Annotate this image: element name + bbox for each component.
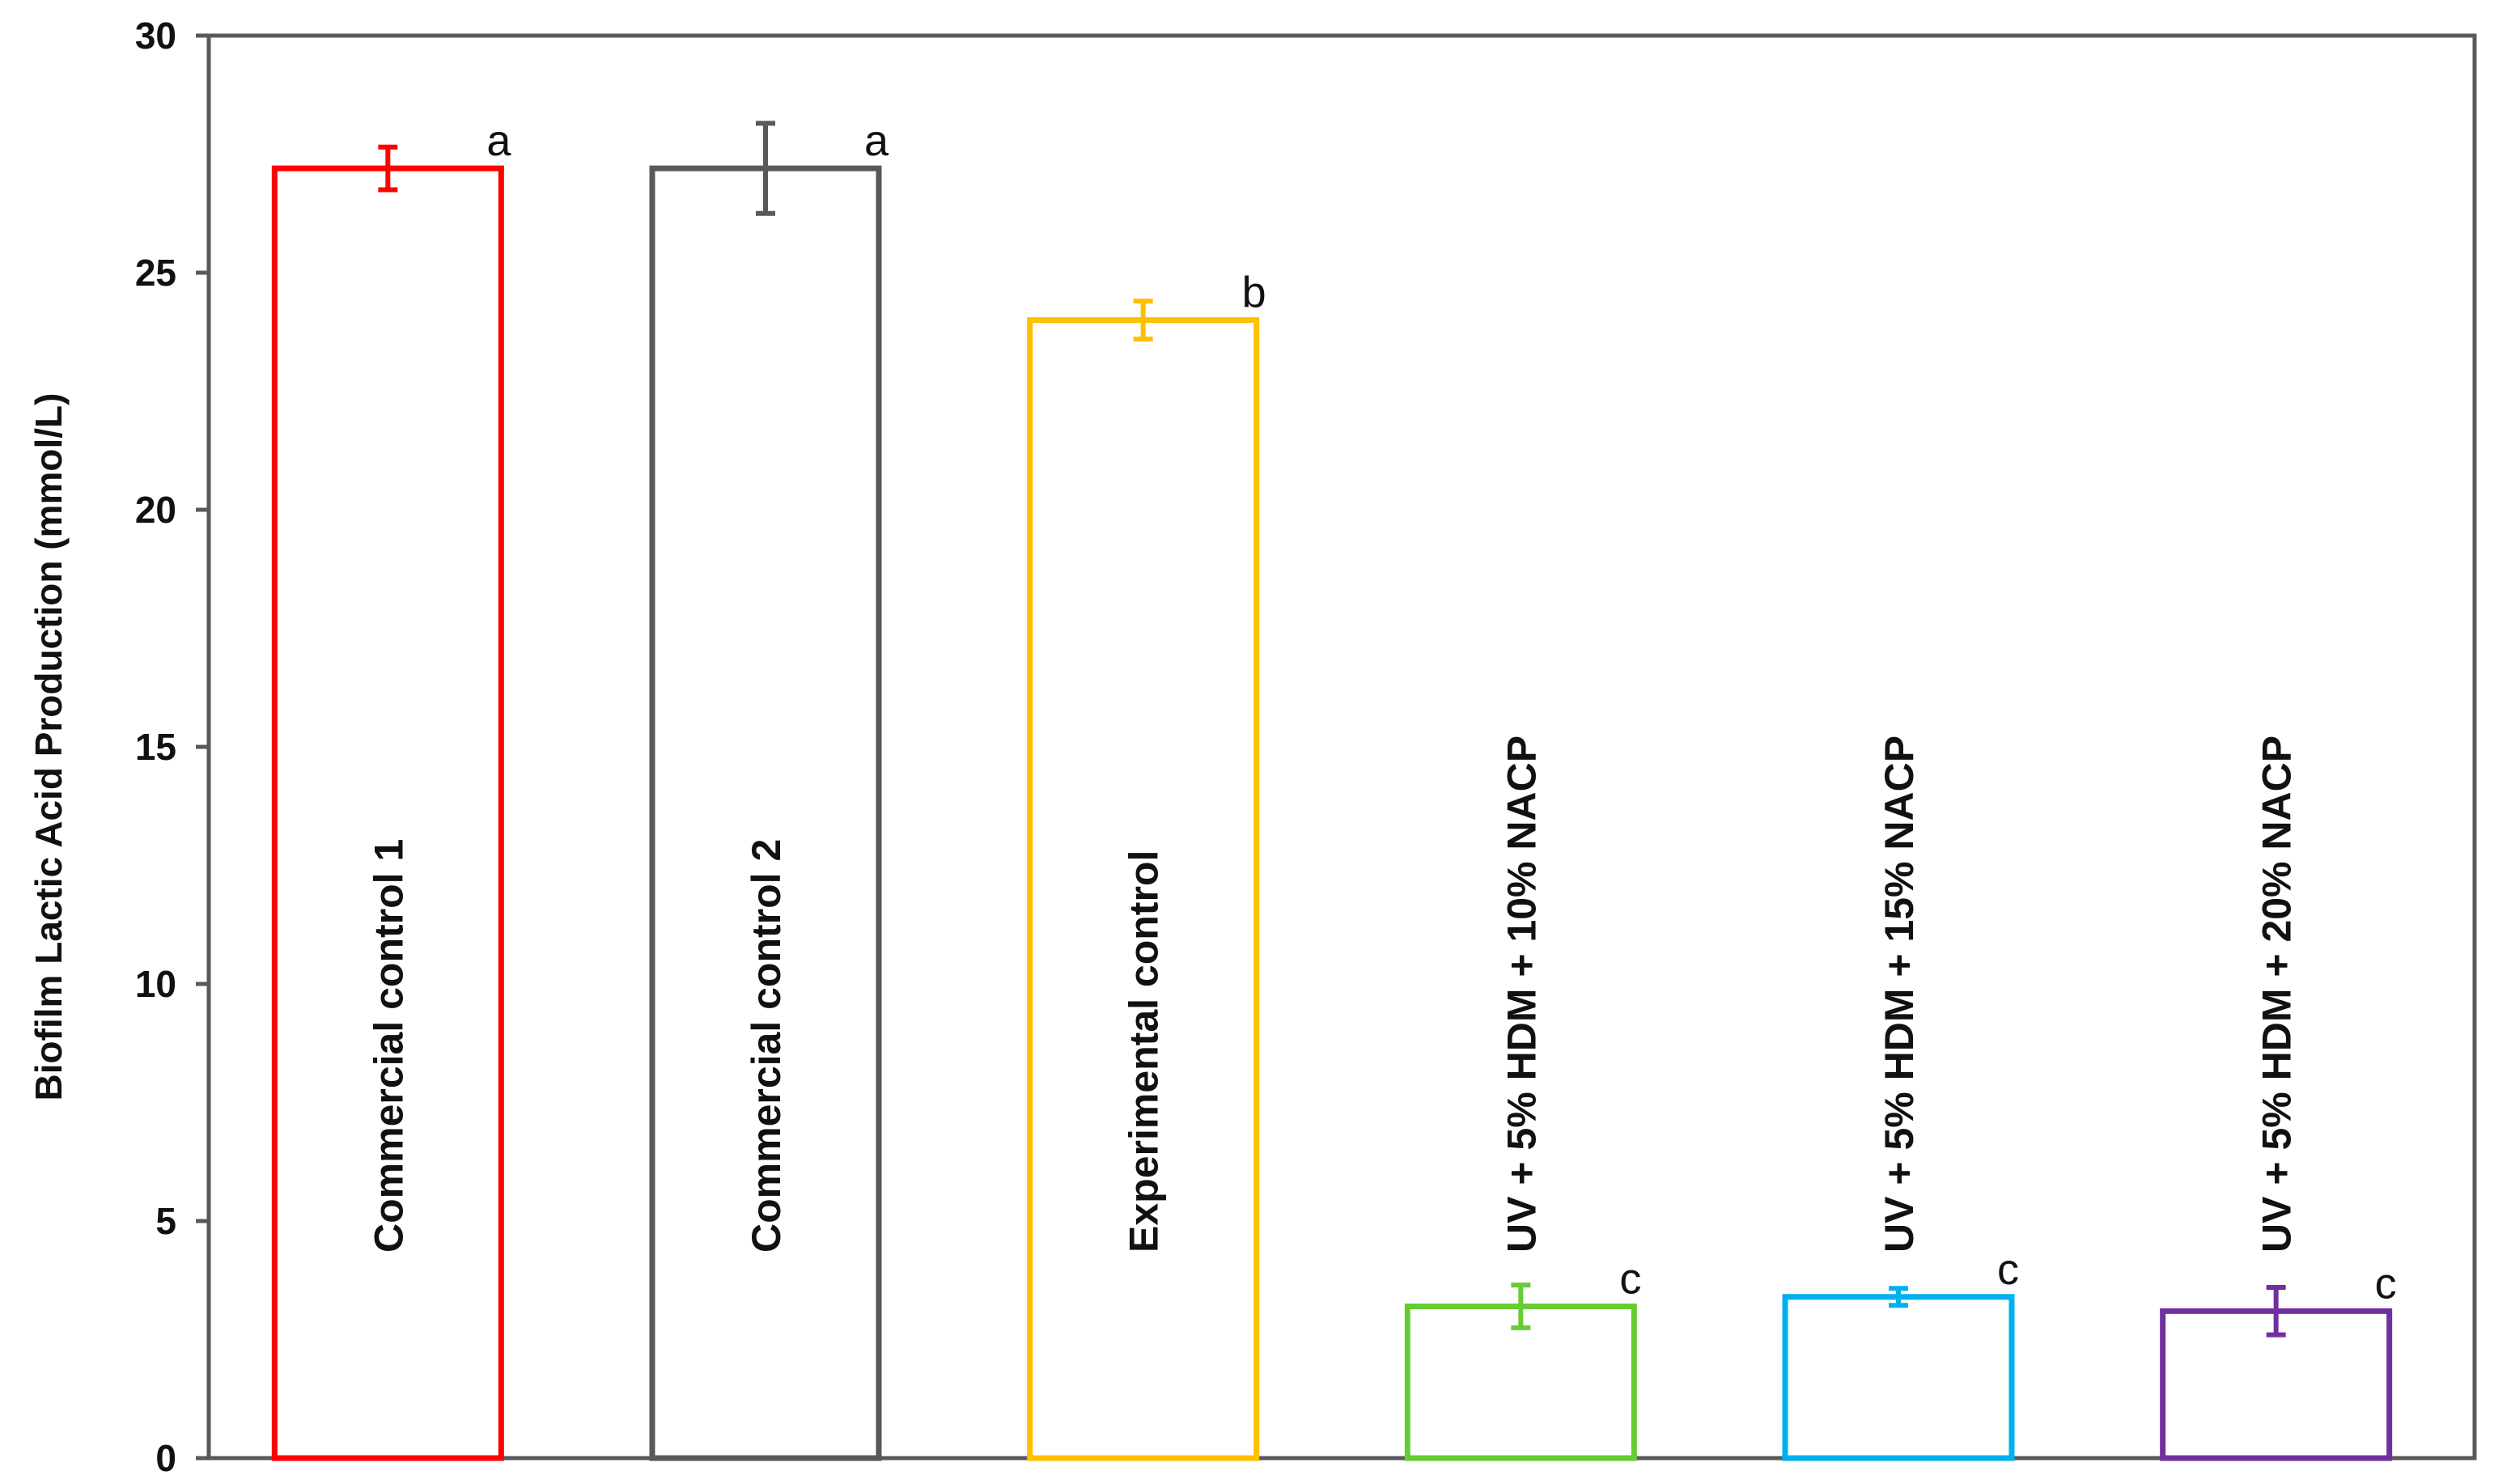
bar-1 — [271, 165, 504, 1461]
y-tick-label: 0 — [155, 1437, 176, 1479]
y-tick-label: 10 — [135, 963, 176, 1005]
y-tick-label: 15 — [135, 726, 176, 768]
significance-label: c — [1997, 1245, 2019, 1294]
y-tick-label: 20 — [135, 489, 176, 531]
category-label: Experimental control — [1122, 850, 1167, 1253]
bar-3 — [1027, 317, 1260, 1461]
plot-frame — [206, 33, 2477, 1461]
y-axis-title: Biofilm Lactic Acid Production (mmol/L) — [28, 393, 70, 1101]
y-tick-label: 5 — [155, 1200, 176, 1242]
category-label: UV + 5% HDM + 15% NACP — [1877, 736, 1922, 1253]
significance-label: c — [1619, 1254, 1641, 1303]
category-label: Commercial control 1 — [366, 839, 411, 1253]
bar-5 — [1782, 1294, 2015, 1461]
category-label: UV + 5% HDM + 10% NACP — [1499, 736, 1544, 1253]
axes: 0 5 10 15 20 25 30 — [135, 15, 2477, 1479]
bar-labels: a Commercial control 1 a Commercial control… — [366, 117, 2396, 1308]
significance-label: b — [1242, 269, 1266, 317]
significance-label: a — [486, 117, 511, 165]
significance-label: a — [864, 117, 889, 165]
y-tick-label: 25 — [135, 252, 176, 294]
bar-4 — [1404, 1303, 1637, 1461]
error-bars — [378, 121, 2286, 1338]
bar-2 — [649, 165, 882, 1461]
significance-label: c — [2375, 1259, 2397, 1308]
y-tick-label: 30 — [135, 15, 176, 57]
category-label: UV + 5% HDM + 20% NACP — [2254, 736, 2300, 1253]
bars — [271, 165, 2393, 1461]
category-label: Commercial control 2 — [744, 839, 789, 1253]
